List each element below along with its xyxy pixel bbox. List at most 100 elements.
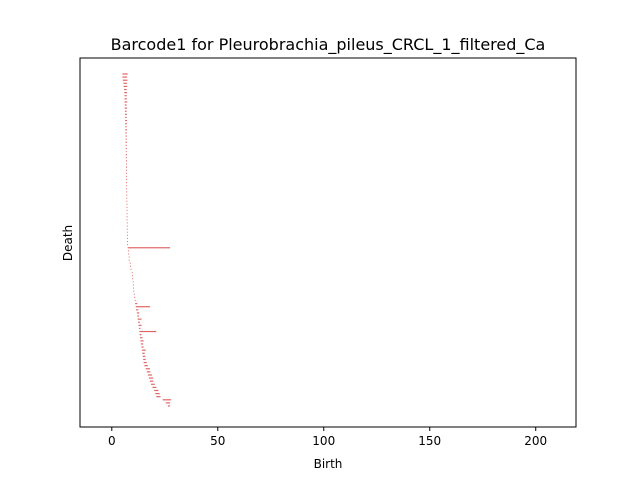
barcode-bar xyxy=(126,172,127,174)
barcode-bar xyxy=(125,119,128,122)
barcode-bar xyxy=(126,222,128,224)
barcode-bar xyxy=(124,98,127,100)
y-axis-label: Death xyxy=(61,225,75,261)
plot-area-frame xyxy=(79,57,577,428)
barcode-bar xyxy=(126,219,128,221)
barcode-bar xyxy=(136,309,139,311)
barcode-bar xyxy=(135,303,138,305)
chart-title: Barcode1 for Pleurobrachia_pileus_CRCL_1… xyxy=(111,35,546,55)
barcode-bar xyxy=(126,169,127,171)
barcode-bar xyxy=(125,126,127,128)
barcode-bar xyxy=(128,259,130,261)
barcode-bar xyxy=(133,290,135,292)
barcode-bar xyxy=(126,188,128,190)
barcode-bar xyxy=(133,287,134,289)
barcode-bar xyxy=(138,324,142,326)
barcode-bar xyxy=(154,389,159,392)
barcode-bar xyxy=(151,383,155,385)
barcode-bar xyxy=(132,281,134,283)
barcode-bar xyxy=(124,104,127,106)
barcode-bar xyxy=(123,85,128,88)
barcode-bar xyxy=(137,318,142,320)
barcode-bar xyxy=(126,231,128,233)
x-axis-ticks: 0 50 100 150 200 xyxy=(108,427,547,448)
barcode-bar xyxy=(125,135,127,137)
barcode-bar xyxy=(149,380,154,382)
barcode-bar xyxy=(126,178,128,181)
barcode-bar xyxy=(124,113,127,115)
barcode-bar xyxy=(128,253,130,255)
barcode-bar xyxy=(137,315,139,317)
x-tick-label: 200 xyxy=(524,434,547,448)
barcode-bar xyxy=(152,386,157,388)
barcode-bar xyxy=(125,150,127,153)
barcode-bar xyxy=(130,268,132,271)
barcode-bar xyxy=(143,361,147,364)
barcode-bar xyxy=(125,123,127,125)
barcode-bar xyxy=(126,160,127,162)
barcode-bar xyxy=(126,194,128,196)
barcode-bar xyxy=(134,296,136,298)
barcode-bar xyxy=(127,237,128,240)
barcode-bar xyxy=(125,157,127,159)
barcode-bar xyxy=(147,374,153,376)
barcode-bar xyxy=(124,92,128,94)
barcode-bar xyxy=(142,355,146,357)
barcode-bar xyxy=(155,392,160,395)
barcode-bar xyxy=(127,244,129,246)
barcode-bar xyxy=(146,371,151,373)
barcode-bar xyxy=(141,346,144,348)
x-tick-label: 50 xyxy=(210,434,225,448)
barcode-bar xyxy=(143,358,146,361)
barcode-bar xyxy=(126,166,128,168)
barcode-bar xyxy=(135,306,150,308)
barcode-bar xyxy=(122,73,128,75)
barcode-bar xyxy=(125,144,127,146)
barcode-bar xyxy=(124,95,127,97)
barcode-bar xyxy=(131,271,133,274)
barcode-bar xyxy=(165,402,171,404)
barcode-bar xyxy=(140,343,144,345)
x-tick-label: 150 xyxy=(418,434,441,448)
x-tick-label: 0 xyxy=(108,434,116,448)
barcode-bar xyxy=(132,275,133,277)
barcode-bar xyxy=(125,141,128,143)
barcode-bar xyxy=(126,191,128,193)
barcode-bar xyxy=(124,101,128,103)
barcode-bar xyxy=(125,132,127,134)
barcode-bar xyxy=(126,163,127,165)
barcode-bar xyxy=(123,82,127,84)
barcode-bar xyxy=(133,293,135,295)
barcode-bar xyxy=(126,216,128,218)
barcode-bar xyxy=(132,284,134,286)
barcode-bar xyxy=(125,154,128,156)
barcode-bar xyxy=(126,203,128,205)
barcode-bar xyxy=(128,256,130,258)
barcode-bar xyxy=(144,365,148,367)
barcode-bar xyxy=(126,228,128,230)
x-axis-label: Birth xyxy=(314,457,343,471)
barcode-bar xyxy=(126,209,128,212)
barcode-bar xyxy=(125,147,127,150)
barcode-bar xyxy=(141,349,146,351)
barcode-bar xyxy=(127,247,171,249)
barcode-bar xyxy=(124,88,127,91)
barcode-bar xyxy=(126,200,128,202)
barcode-bar xyxy=(126,175,128,177)
barcode-bar xyxy=(156,396,161,398)
barcode-bar xyxy=(127,240,128,243)
barcode-bar xyxy=(145,368,150,370)
barcode-bar xyxy=(126,197,128,199)
barcode-bar xyxy=(148,377,154,379)
barcode-bar xyxy=(127,234,128,236)
barcode-bar xyxy=(138,327,141,330)
barcode-bar xyxy=(139,334,142,336)
barcode-bar xyxy=(140,340,144,342)
x-tick-label: 100 xyxy=(312,434,335,448)
barcode-bar xyxy=(134,299,136,302)
barcode-bar xyxy=(136,312,140,314)
barcode-bar xyxy=(162,399,172,401)
barcode-bar xyxy=(130,265,131,267)
barcode-bar xyxy=(125,138,127,140)
